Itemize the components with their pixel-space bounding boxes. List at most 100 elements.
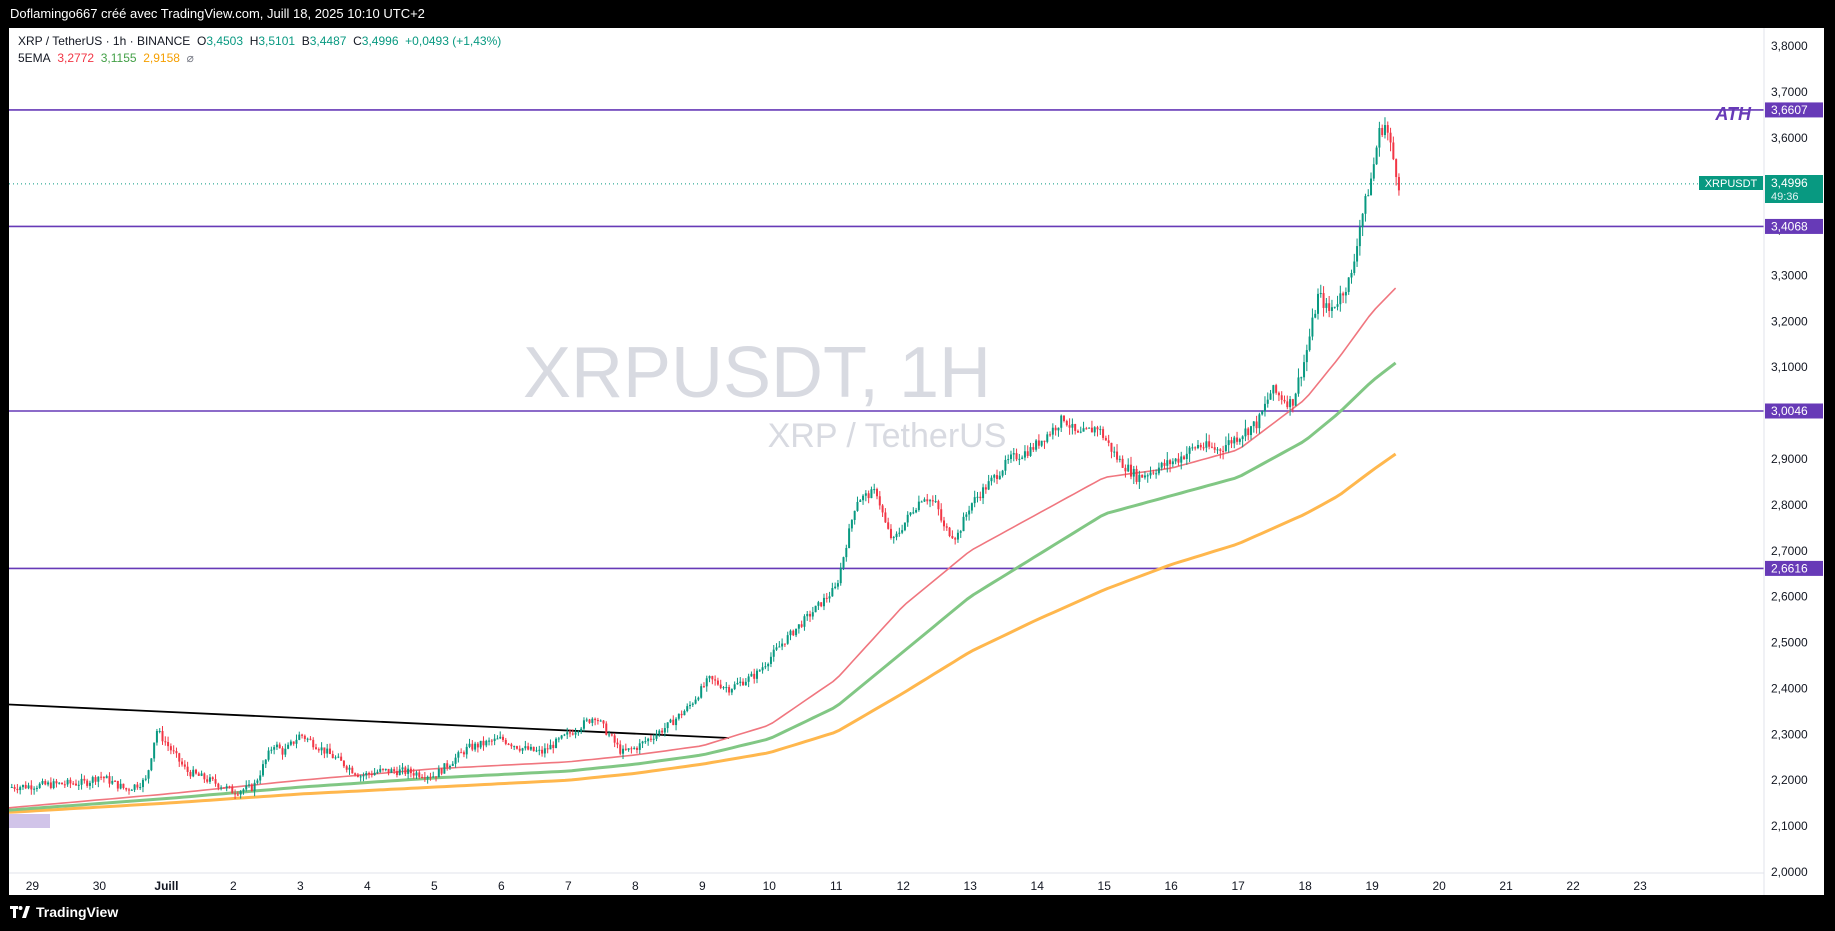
candle-body xyxy=(116,780,119,789)
candle-body xyxy=(730,689,733,693)
candle-body xyxy=(490,740,493,742)
level-tag-bg-2 xyxy=(1765,403,1823,419)
x-tick-label: 29 xyxy=(26,879,40,893)
candle-body xyxy=(228,786,231,788)
candle-body xyxy=(1353,261,1356,273)
legend-h-label: H xyxy=(249,34,259,48)
candle-body xyxy=(663,728,666,733)
candle-body xyxy=(476,743,479,748)
candle-body xyxy=(691,703,694,705)
candle-body xyxy=(822,597,825,607)
candle-body xyxy=(599,720,602,722)
candle-body xyxy=(1252,421,1255,427)
candle-body xyxy=(451,763,454,766)
candle-body xyxy=(1244,428,1247,437)
tradingview-logo[interactable]: TradingView xyxy=(10,904,118,920)
candle-body xyxy=(806,613,809,617)
candle-body xyxy=(1275,385,1278,393)
candle-body xyxy=(122,783,125,789)
candle-body xyxy=(744,681,747,686)
y-tick-label: 3,6000 xyxy=(1771,131,1808,145)
candle-body xyxy=(1026,451,1029,456)
candle-body xyxy=(1238,439,1241,442)
legend-ema-row: 5EMA 3,2772 3,1155 2,9158 ⌀ xyxy=(18,50,501,67)
candle-body xyxy=(370,774,373,776)
candle-body xyxy=(474,743,477,750)
candle-body xyxy=(27,785,30,789)
candle-body xyxy=(1188,447,1191,454)
candle-body xyxy=(926,499,929,502)
candle-body xyxy=(317,749,320,751)
candle-body xyxy=(834,586,837,589)
candle-body xyxy=(225,786,228,789)
symbol-tag-bg xyxy=(1699,176,1763,190)
candle-body xyxy=(80,778,83,785)
candle-body xyxy=(1375,147,1378,165)
y-tick-label: 2,1000 xyxy=(1771,819,1808,833)
candle-body xyxy=(1194,447,1197,449)
candle-body xyxy=(326,748,329,754)
candle-body xyxy=(889,528,892,539)
candle-body xyxy=(1339,293,1342,305)
price-tag-countdown: 49:36 xyxy=(1771,191,1799,203)
candle-body xyxy=(529,746,532,750)
candle-body xyxy=(850,519,853,529)
candle-body xyxy=(1141,474,1144,478)
candle-body xyxy=(457,752,460,758)
x-tick-label: 4 xyxy=(364,879,371,893)
level-tag-2: 3,0046 xyxy=(1771,404,1808,418)
candle-body xyxy=(555,738,558,748)
candle-body xyxy=(624,748,627,750)
x-tick-label: 2 xyxy=(230,879,237,893)
x-tick-label: 16 xyxy=(1165,879,1179,893)
candle-body xyxy=(1001,470,1004,476)
candle-body xyxy=(524,746,527,749)
candle-body xyxy=(937,501,940,510)
candle-body xyxy=(973,497,976,504)
candle-body xyxy=(1336,304,1339,307)
candle-body xyxy=(1372,164,1375,179)
price-chart[interactable]: XRPUSDT, 1H XRP / TetherUS ATH 3,8000 3,7… xyxy=(9,28,1824,895)
chart-frame[interactable]: XRP / TetherUS · 1h · BINANCE O3,4503 H3… xyxy=(9,28,1824,895)
candle-body xyxy=(504,739,507,744)
candle-body xyxy=(814,605,817,613)
eye-icon[interactable]: ⌀ xyxy=(186,51,194,65)
y-tick-label: 3,3000 xyxy=(1771,268,1808,282)
candle-body xyxy=(1367,195,1370,197)
candle-body xyxy=(119,783,122,789)
candle-body xyxy=(334,757,337,759)
candle-body xyxy=(769,656,772,664)
candle-body xyxy=(351,767,354,774)
candle-body xyxy=(1079,431,1082,433)
candle-body xyxy=(641,741,644,744)
candle-body xyxy=(1018,458,1021,460)
level-tag-0: 3,6607 xyxy=(1771,103,1808,117)
candle-body xyxy=(739,681,742,683)
x-tick-label: 8 xyxy=(632,879,639,893)
candle-body xyxy=(510,744,513,747)
candle-body xyxy=(1124,467,1127,472)
level-tag-bg-3 xyxy=(1765,560,1823,576)
candle-body xyxy=(836,583,839,587)
candle-body xyxy=(828,596,831,599)
candle-body xyxy=(1110,442,1113,452)
candle-body xyxy=(563,734,566,736)
x-tick-label: 22 xyxy=(1566,879,1580,893)
legend-symbol: XRP / TetherUS · 1h · BINANCE xyxy=(18,34,191,48)
candle-body xyxy=(133,784,136,790)
candle-body xyxy=(588,719,591,723)
candle-body xyxy=(432,776,435,778)
candle-body xyxy=(1135,468,1138,482)
candle-body xyxy=(1255,421,1258,429)
candle-body xyxy=(1143,475,1146,478)
candle-body xyxy=(694,699,697,704)
candle-body xyxy=(58,782,61,784)
candle-body xyxy=(33,788,36,790)
candle-body xyxy=(348,767,351,770)
candle-body xyxy=(1258,414,1261,429)
x-tick-label: 30 xyxy=(93,879,107,893)
candle-body xyxy=(376,771,379,773)
candle-body xyxy=(1395,159,1398,178)
candle-body xyxy=(365,772,368,776)
candle-body xyxy=(278,744,281,749)
